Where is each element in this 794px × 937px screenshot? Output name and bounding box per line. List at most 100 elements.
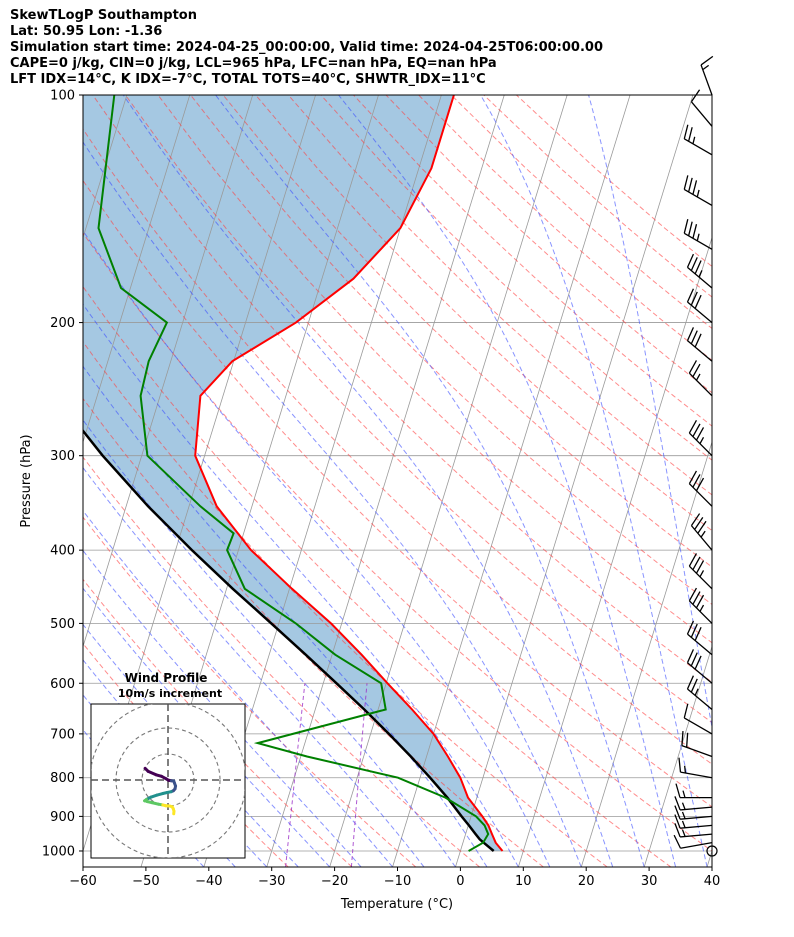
moist-adiabat	[83, 141, 582, 867]
dry-adiabat	[418, 95, 712, 361]
barb-flag	[688, 587, 698, 602]
barb-flag	[692, 224, 698, 239]
y-tick-label: 100	[50, 89, 75, 104]
wind-barb	[675, 783, 712, 799]
moist-adiabat	[338, 95, 677, 867]
barb-staff	[680, 806, 713, 811]
barb-flag	[688, 470, 698, 484]
barb-staff	[680, 842, 713, 849]
wind-barb	[690, 89, 713, 127]
y-tick-label: 500	[50, 617, 75, 632]
y-tick-label: 300	[50, 449, 75, 464]
barb-flag	[683, 219, 689, 234]
barb-staff	[683, 188, 713, 207]
barb-staff	[683, 717, 713, 735]
barb-flag	[686, 253, 695, 268]
wind-barb	[686, 649, 713, 684]
dewpoint-line	[97, 95, 490, 852]
y-tick-label: 1000	[42, 844, 75, 859]
barb-flag	[694, 517, 704, 530]
isotherm--70	[83, 95, 254, 648]
barb-half-flag	[699, 436, 705, 444]
barb-flag	[690, 257, 698, 271]
barb-flag	[683, 703, 689, 719]
barb-flag	[690, 623, 698, 638]
barb-flag	[686, 327, 695, 341]
dry-adiabat	[83, 340, 608, 867]
barb-staff	[680, 771, 713, 779]
hodograph-body	[91, 704, 245, 858]
barb-half-flag	[682, 790, 686, 798]
dry-adiabat	[255, 95, 712, 532]
barb-half-flag	[696, 189, 700, 198]
barb-staff	[680, 833, 713, 838]
parcel-profile-line	[83, 428, 495, 852]
barb-staff	[687, 340, 713, 362]
wind-barb	[674, 805, 713, 820]
moist-adiabat	[83, 229, 551, 867]
barb-flag	[673, 834, 682, 849]
isotherm-40	[706, 849, 712, 867]
barb-flag	[685, 732, 689, 748]
isotherm-20	[580, 440, 712, 867]
barb-staff	[700, 64, 713, 96]
wind-barb	[686, 327, 713, 362]
dry-adiabat	[353, 95, 712, 427]
moist-adiabat	[122, 95, 614, 867]
moist-adiabat	[83, 466, 425, 867]
barb-flag	[695, 594, 705, 609]
barb-half-flag	[694, 688, 699, 696]
barb-half-flag	[699, 604, 705, 612]
y-tick-label: 600	[50, 677, 75, 692]
barb-flag	[692, 591, 701, 605]
y-tick-label: 900	[50, 810, 75, 825]
barb-staff	[688, 600, 713, 624]
axes: −60 −50 −40 −30 −20 −10 0 10 20 30 40 100 200 300 400 5…	[42, 89, 720, 890]
barb-flag	[683, 124, 689, 140]
barb-flag	[686, 288, 695, 303]
dry-adiabat	[83, 232, 712, 852]
title-line-station: SkewTLogP Southampton	[10, 8, 197, 23]
barb-staff	[683, 232, 713, 250]
barb-flag	[688, 553, 698, 567]
moist-adiabat	[83, 549, 362, 867]
mixing-ratio-line	[350, 683, 368, 867]
wind-barb	[674, 823, 713, 838]
wind-barb	[683, 124, 713, 156]
barb-flag	[674, 805, 681, 820]
barb-flag	[695, 560, 705, 574]
barb-flag	[694, 626, 702, 641]
isotherm--20	[329, 95, 568, 867]
barb-flag	[692, 556, 701, 571]
moist-adiabat	[83, 623, 299, 867]
y-tick-label: 200	[50, 316, 75, 331]
barb-half-flag	[684, 765, 687, 774]
dry-adiabat	[222, 95, 712, 568]
barb-half-flag	[702, 64, 710, 71]
barb-staff	[688, 565, 713, 590]
x-tick-label: −60	[69, 874, 96, 889]
barb-staff	[687, 688, 713, 711]
dry-adiabat	[83, 397, 544, 867]
barb-staff	[688, 372, 713, 397]
wind-barb	[688, 587, 713, 624]
barb-flag	[690, 652, 698, 667]
hodograph-title: Wind Profile	[125, 671, 208, 685]
moist-adiabat	[215, 95, 645, 867]
barb-flag	[675, 783, 681, 798]
wind-barb	[681, 731, 713, 758]
isotherm-10	[517, 236, 712, 867]
isotherm--80	[83, 95, 191, 444]
x-tick-label: −40	[195, 874, 222, 889]
barb-half-flag	[681, 802, 686, 810]
x-tick-label: −50	[132, 874, 159, 889]
moist-adiabat	[83, 365, 488, 867]
wind-barb	[674, 796, 713, 811]
y-axis-label: Pressure (hPa)	[19, 434, 34, 527]
dry-adiabat	[83, 456, 480, 867]
wind-barb	[688, 470, 713, 507]
hodograph-inset: Wind Profile 10m/s increment	[90, 671, 246, 859]
dry-adiabat	[157, 95, 712, 644]
hodograph-subtitle: 10m/s increment	[118, 687, 222, 700]
